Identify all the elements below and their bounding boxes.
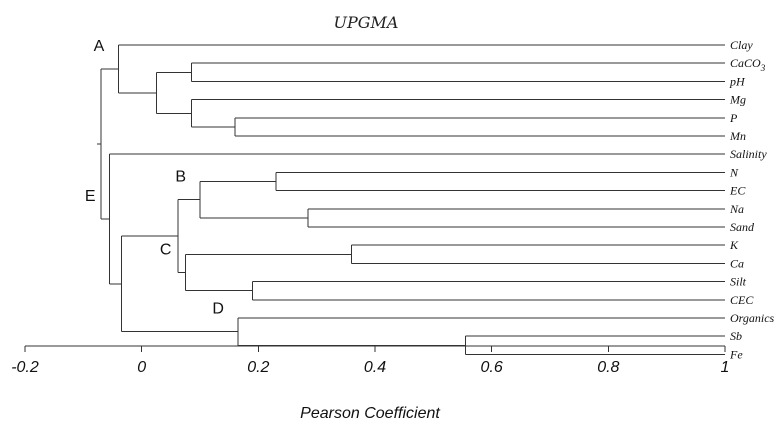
leaf-label-organics: Organics	[730, 311, 775, 325]
group-label-b: B	[175, 169, 186, 186]
leaf-label-sand: Sand	[730, 220, 755, 234]
group-label-d: D	[212, 301, 224, 318]
leaf-label-fe: Fe	[729, 347, 743, 361]
leaf-label-ca: Ca	[730, 256, 744, 270]
chart-title: UPGMA	[334, 13, 399, 32]
group-label-c: C	[160, 242, 172, 259]
leaf-label-mn: Mn	[729, 129, 746, 143]
leaf-label-sb: Sb	[730, 329, 742, 343]
x-tick-label-5: 0.8	[597, 359, 619, 376]
x-axis: -0.2 0 0.2 0.4 0.6 0.8 1	[11, 345, 730, 376]
x-tick-label-4: 0.6	[481, 359, 503, 376]
x-axis-title: Pearson Coefficient	[300, 405, 440, 422]
x-tick-label-3: 0.4	[364, 359, 386, 376]
leaf-label-k: K	[729, 238, 739, 252]
x-tick-label-2: 0.2	[247, 359, 269, 376]
leaf-label-cec: CEC	[730, 293, 754, 307]
leaf-label-salinity: Salinity	[730, 147, 767, 161]
group-label-a: A	[94, 38, 105, 55]
dendrogram-branches	[96, 44, 725, 355]
x-tick-label-0: -0.2	[11, 359, 39, 376]
leaf-label-ph: pH	[729, 74, 746, 88]
x-tick-label-6: 1	[721, 359, 730, 376]
leaf-label-caco3: CaCO3	[730, 56, 766, 73]
group-labels: A E B C D	[85, 38, 224, 318]
leaf-label-mg: Mg	[729, 93, 746, 107]
leaf-label-silt: Silt	[730, 275, 747, 289]
x-tick-label-1: 0	[137, 359, 146, 376]
leaf-label-p: P	[729, 111, 738, 125]
leaf-label-clay: Clay	[730, 38, 753, 52]
group-label-e: E	[85, 188, 96, 205]
leaf-label-ec: EC	[729, 184, 746, 198]
leaf-label-n: N	[729, 165, 739, 179]
leaf-label-na: Na	[729, 202, 744, 216]
